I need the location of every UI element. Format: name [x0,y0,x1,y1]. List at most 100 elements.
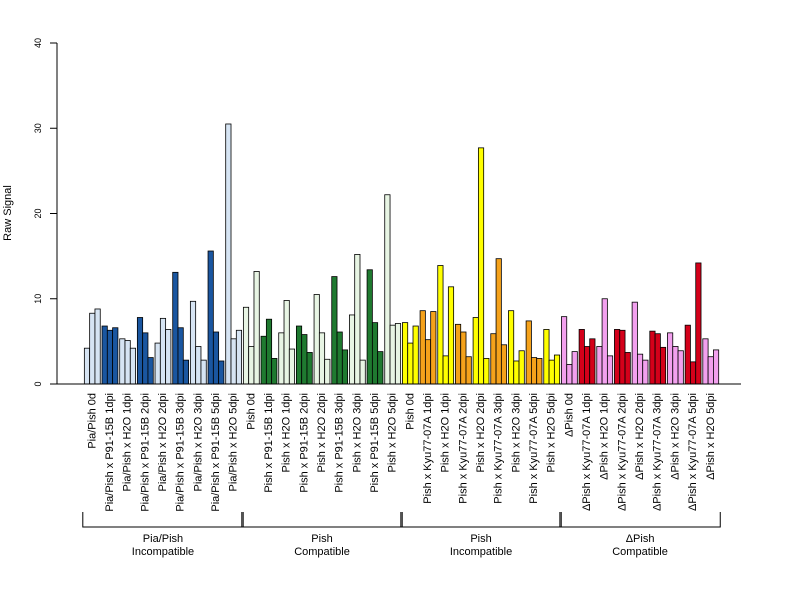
x-tick-label: Pia/Pish x P91-15B 1dpi [104,393,116,512]
bar [536,358,543,385]
x-tick-label: ΔPish x Kyu77-07A 1dpi [581,393,593,511]
x-tick-label: Pia/Pish 0d [86,393,98,449]
x-tick-label: ΔPish x H2O 3dpi [669,393,681,480]
bar [177,327,184,385]
x-tick-label: Pish x P91-15B 3dpi [334,393,346,493]
bar [606,355,614,385]
bar [637,353,644,385]
bar [354,254,361,385]
x-tick-label: Pish x Kyu77-07A 2dpi [457,393,469,504]
bar [695,262,702,385]
bar [377,351,384,385]
bar [235,329,243,385]
y-tick-label: 0 [33,381,43,386]
group-bracket [241,512,403,528]
bar [225,123,232,385]
group-label-line2: Compatible [294,546,350,558]
x-tick-label: Pish x Kyu77-07A 1dpi [422,393,434,504]
bar [584,346,591,385]
bar [394,323,402,385]
bar [318,332,326,385]
bar [649,330,656,385]
bar [124,340,131,385]
bar [631,301,638,385]
bar [447,286,455,385]
bar [508,310,515,385]
bar [195,346,202,385]
group-brackets: Pia/PishIncompatiblePishCompatiblePishIn… [82,512,721,558]
bar [242,306,250,385]
bar [253,271,260,385]
bar [437,265,444,385]
x-tick-label: Pish x H2O 3dpi [351,393,363,472]
group-label-line1: ΔPish [626,533,655,545]
group-label-line1: Pia/Pish [143,533,183,545]
bar [460,331,467,385]
bar [295,325,303,385]
x-tick-label: Pia/Pish x H2O 2dpi [157,393,169,491]
group-label-line2: Compatible [612,546,668,558]
bar [366,269,373,385]
bar [207,250,214,385]
bar [189,300,197,385]
y-tick-label: 40 [33,38,43,48]
bar [212,331,220,385]
bar [83,347,91,385]
bar [288,348,296,385]
group-bracket [559,512,721,528]
bar [106,329,114,385]
group-label-line1: Pish [311,533,332,545]
bar [553,354,561,385]
bar [200,359,207,385]
bar [348,314,356,385]
group-bracket [82,512,244,528]
x-tick-label: Pia/Pish x P91-15B 5dpi [210,393,222,512]
x-tick-label: Pia/Pish x H2O 1dpi [122,393,134,491]
y-tick-label: 10 [33,294,43,304]
bar [614,329,621,385]
y-tick-label: 20 [33,208,43,218]
bar [596,346,603,385]
bar [654,333,661,385]
bar [472,317,479,385]
x-tick-labels: Pia/Pish 0d Pia/Pish x P91-15B 1dpi Pia/Pi… [86,393,716,512]
x-tick-label: ΔPish x H2O 2dpi [634,393,646,480]
bar [278,332,285,385]
bar [384,194,391,385]
x-tick-label: Pish 0d [245,393,257,430]
group-label-line2: Incompatible [450,546,512,558]
bar [147,357,154,385]
x-tick-label: Pish x Kyu77-07A 5dpi [528,393,540,504]
bar [672,346,679,385]
bar [306,352,313,385]
bar [667,332,674,385]
x-tick-label: ΔPish x Kyu77-07A 3dpi [652,393,664,511]
bar [430,311,437,385]
bar [713,349,720,385]
bars [83,123,720,385]
bar [129,347,136,385]
x-tick-label: Pish x Kyu77-07A 3dpi [493,393,505,504]
bar [490,333,497,385]
bar [419,310,426,385]
bar [707,356,714,385]
x-tick-label: Pia/Pish x P91-15B 3dpi [175,393,187,512]
bar [561,316,568,385]
bar [531,357,538,385]
bar [159,317,167,385]
bar [684,324,691,385]
bar [283,300,290,385]
bar [407,342,414,385]
group-label-line2: Incompatible [132,546,194,558]
bar [260,335,267,385]
x-tick-label: Pish x H2O 1dpi [281,393,293,472]
bar [301,334,308,385]
bar [566,363,573,385]
bar [101,325,108,385]
x-tick-label: ΔPish x Kyu77-07A 5dpi [687,393,699,511]
bar [495,258,502,385]
bar [518,350,525,385]
bar [642,359,649,385]
